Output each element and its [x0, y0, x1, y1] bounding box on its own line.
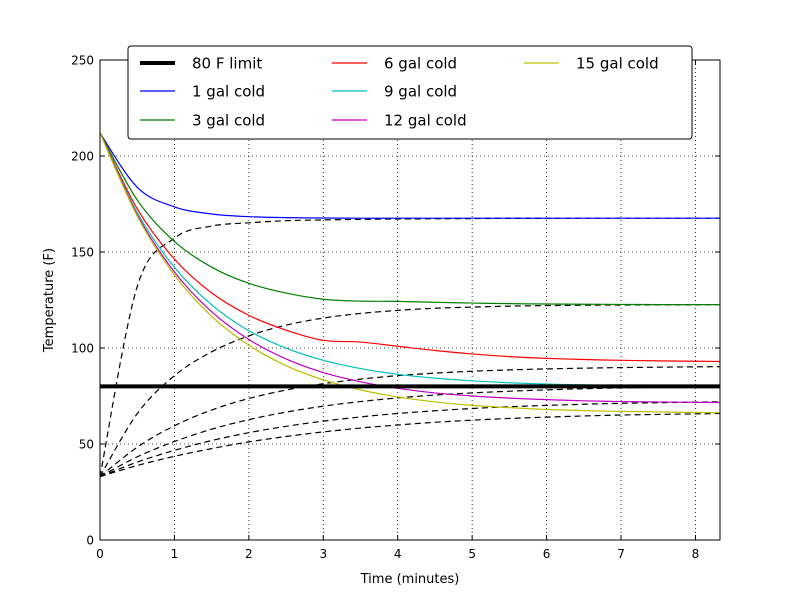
grid-lines [100, 60, 720, 540]
legend-label: 3 gal cold [192, 112, 265, 130]
x-tick-label: 0 [96, 547, 104, 561]
cold-curve-line [100, 304, 720, 477]
cold-curve-line [100, 412, 720, 478]
series-line [100, 132, 720, 414]
y-tick-label: 50 [79, 438, 94, 452]
legend-label: 80 F limit [192, 55, 262, 73]
x-axis-label: Time (minutes) [360, 572, 460, 587]
legend-label: 9 gal cold [384, 83, 457, 101]
series-line [100, 132, 720, 363]
legend-box [127, 45, 693, 140]
series-line [100, 132, 720, 404]
legend-label: 1 gal cold [192, 83, 265, 101]
legend-label: 12 gal cold [384, 112, 467, 130]
x-tick-label: 3 [319, 547, 327, 561]
x-tick-label: 1 [171, 547, 179, 561]
axis-ticks: 0 1 2 3 4 5 6 7 8 0 50 100 150 200 250 [71, 54, 720, 561]
y-tick-label: 250 [71, 54, 94, 68]
y-tick-label: 100 [71, 342, 94, 356]
x-tick-label: 5 [468, 547, 476, 561]
series-line [100, 132, 720, 306]
x-tick-label: 2 [245, 547, 253, 561]
x-tick-label: 7 [617, 547, 625, 561]
plot-area [100, 60, 720, 540]
cold-curves [100, 217, 720, 478]
x-tick-label: 4 [394, 547, 402, 561]
legend: 80 F limit 1 gal cold 3 gal cold 6 gal cold… [127, 45, 693, 140]
x-tick-label: 8 [692, 547, 700, 561]
x-tick-label: 6 [543, 547, 551, 561]
y-tick-label: 150 [71, 246, 94, 260]
series-line [100, 132, 720, 219]
cold-curve-line [100, 217, 720, 477]
legend-label: 15 gal cold [576, 55, 659, 73]
y-axis-label: Temperature (F) [42, 248, 57, 353]
legend-label: 6 gal cold [384, 55, 457, 73]
cold-curve-line [100, 401, 720, 478]
y-tick-label: 0 [86, 534, 94, 548]
y-tick-label: 200 [71, 150, 94, 164]
